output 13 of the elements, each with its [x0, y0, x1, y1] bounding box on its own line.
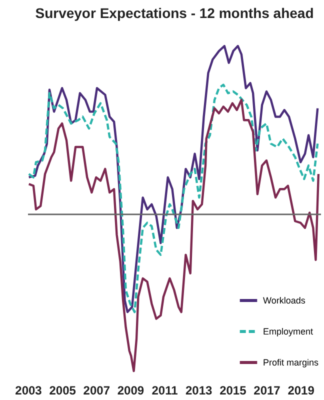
x-tick-label: 2013 — [185, 384, 213, 398]
legend-label: Profit margins — [263, 358, 320, 368]
x-tick-label: 2015 — [220, 384, 247, 398]
x-tick-label: 2017 — [254, 384, 281, 398]
legend-label: Employment — [263, 326, 314, 336]
legend-label: Workloads — [263, 296, 306, 306]
x-tick-label: 2009 — [117, 384, 144, 398]
x-tick-label: 2005 — [49, 384, 76, 398]
x-tick-label: 2011 — [152, 384, 178, 398]
chart-title: Surveyor Expectations - 12 months ahead — [35, 4, 314, 21]
x-tick-label: 2003 — [15, 384, 42, 398]
x-tick-label: 2019 — [288, 384, 315, 398]
x-tick-label: 2007 — [83, 384, 110, 398]
